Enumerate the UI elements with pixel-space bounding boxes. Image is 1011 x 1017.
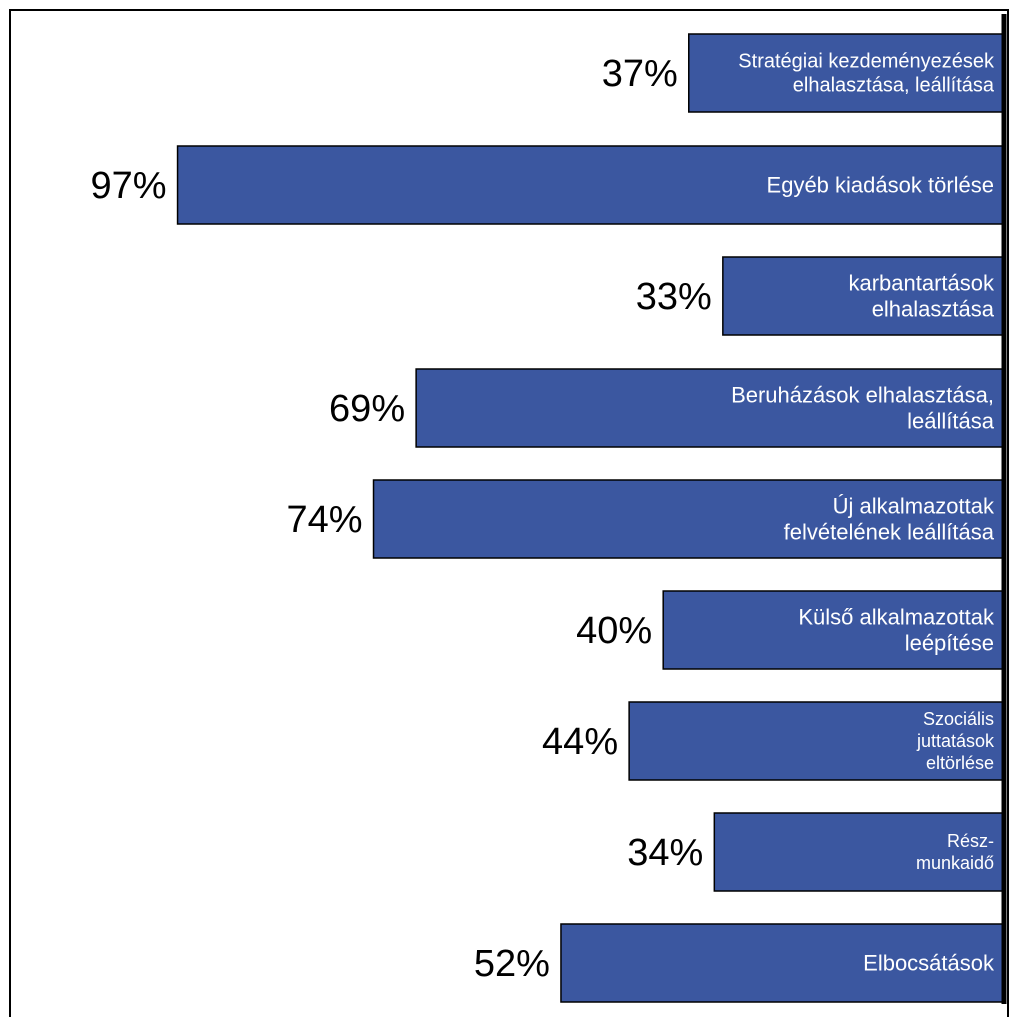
bar-value-label: 40% (576, 610, 652, 652)
bar-group: karbantartások elhalasztása 33% (636, 256, 1005, 336)
bar (722, 256, 1005, 336)
bar-group: Szociális juttatások eltörlése 44% (542, 701, 1005, 781)
bar-group: Új alkalmazottak felvételének leállítása 7… (286, 479, 1005, 559)
bar (713, 812, 1005, 892)
bar (688, 33, 1005, 113)
bar-category-label-line: Rész- (947, 831, 994, 851)
bar-category-label-line: Beruházások elhalasztása, (731, 382, 994, 407)
bar-category-label: Egyéb kiadások törlése (767, 172, 994, 197)
bar-category-label-line: Új alkalmazottak (833, 493, 995, 518)
bar-category-label-line: elhalasztása (872, 296, 995, 321)
bar (628, 701, 1005, 781)
bar-category-label-line: elhalasztása, leállítása (793, 75, 995, 97)
bar-value-label: 37% (602, 53, 678, 95)
bar-category-label-line: felvételének leállítása (784, 519, 995, 544)
bar-value-label: 34% (627, 832, 703, 874)
bar (662, 590, 1005, 670)
bar-category-label: Stratégiai kezdeményezések elhalasztása, … (738, 51, 995, 97)
bar-category-label-line: eltörlése (926, 753, 994, 773)
bar-category-label-line: Stratégiai kezdeményezések (738, 51, 995, 73)
bar-value-label: 69% (329, 388, 405, 430)
bar-category-label: karbantartások elhalasztása (848, 270, 995, 321)
bar-category-label: Elbocsátások (863, 950, 995, 975)
bar (560, 923, 1005, 1003)
bar (176, 145, 1005, 225)
bar-value-label: 97% (90, 165, 166, 207)
bar-value-label: 33% (636, 276, 712, 318)
bar-category-label-line: Egyéb kiadások törlése (767, 172, 994, 197)
bar-category-label-line: juttatások (916, 731, 995, 751)
bar-category-label-line: munkaidő (916, 853, 994, 873)
bar-category-label-line: leállítása (907, 408, 995, 433)
bar-category-label-line: Külső alkalmazottak (798, 604, 995, 629)
bars-layer: Stratégiai kezdeményezések elhalasztása, … (90, 33, 1005, 1003)
bar-category-label: Rész-munkaidő (916, 831, 994, 873)
bar-category-label-line: Szociális (923, 709, 994, 729)
bar-category-label-line: Elbocsátások (863, 950, 995, 975)
bar-value-label: 44% (542, 721, 618, 763)
bar-category-label: Szociális juttatások eltörlése (916, 709, 995, 773)
bar (415, 368, 1005, 448)
bar-group: Külső alkalmazottak leépítése 40% (576, 590, 1005, 670)
bar-group: Elbocsátások 52% (474, 923, 1005, 1003)
bar-category-label-line: karbantartások (848, 270, 995, 295)
bar-category-label: Beruházások elhalasztása, leállítása (731, 382, 995, 433)
bar (372, 479, 1005, 559)
bar-group: Stratégiai kezdeményezések elhalasztása, … (602, 33, 1005, 113)
bar-value-label: 74% (286, 499, 362, 541)
bar-group: Beruházások elhalasztása, leállítása 69% (329, 368, 1005, 448)
bar-group: Rész-munkaidő 34% (627, 812, 1005, 892)
bar-category-label: Külső alkalmazottak leépítése (798, 604, 995, 655)
bar-group: Egyéb kiadások törlése 97% (90, 145, 1005, 225)
bar-category-label: Új alkalmazottak felvételének leállítása (784, 493, 995, 544)
bar-category-label-line: leépítése (905, 630, 994, 655)
bar-value-label: 52% (474, 943, 550, 985)
